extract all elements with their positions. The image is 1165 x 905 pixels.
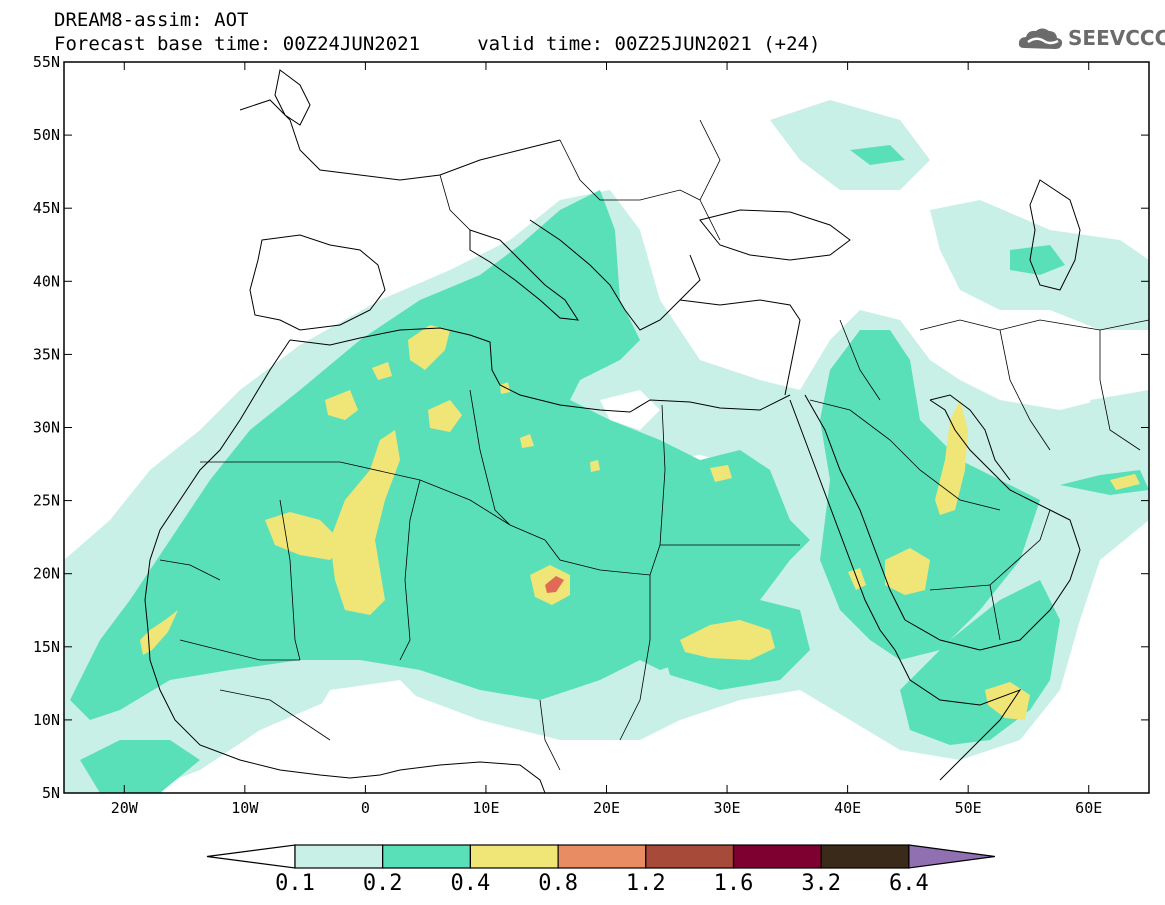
lon-tick-label: 20W (111, 799, 139, 817)
map-title: DREAM8-assim: AOT (54, 9, 249, 31)
lat-tick-label: 25N (33, 492, 60, 510)
lon-tick-label: 30E (714, 799, 741, 817)
colorbar-label: 6.4 (889, 871, 929, 896)
colorbar-underflow (206, 844, 296, 869)
lat-tick-label: 20N (33, 565, 60, 583)
lon-tick-label: 40E (834, 799, 861, 817)
lat-tick-label: 30N (33, 419, 60, 437)
country-borders (159, 119, 1149, 771)
colorbar-label: 0.8 (538, 871, 578, 896)
lat-tick-label: 10N (33, 711, 60, 729)
lon-tick-label: 10E (472, 799, 499, 817)
colorbar-overflow (908, 844, 995, 869)
colorbar: 0.1 0.2 0.4 0.8 1.2 1.6 3.2 6.4 (206, 844, 995, 896)
forecast-time-line: Forecast base time: 00Z24JUN2021 valid t… (54, 33, 821, 55)
lon-tick-label: 10W (231, 799, 259, 817)
colorbar-label: 3.2 (801, 871, 841, 896)
coastlines (144, 69, 1081, 793)
lon-tick-label: 0 (361, 799, 370, 817)
lat-tick-label: 45N (33, 199, 60, 217)
logo-text: SEEVCCC (1068, 26, 1165, 50)
lat-tick-label: 15N (33, 638, 60, 656)
lat-tick-label: 55N (33, 53, 60, 71)
colorbar-label: 0.2 (363, 871, 403, 896)
lon-tick-label: 50E (955, 799, 982, 817)
colorbar-segment (382, 844, 472, 869)
aot-band-peak (545, 576, 564, 593)
aot-band-mid (70, 145, 1149, 793)
colorbar-segment (820, 844, 910, 869)
cloud-icon (1018, 28, 1063, 49)
lat-tick-label: 5N (42, 784, 60, 802)
lat-tick-label: 50N (33, 126, 60, 144)
colorbar-label: 1.2 (626, 871, 666, 896)
colorbar-label: 1.6 (714, 871, 754, 896)
colorbar-segment (732, 844, 822, 869)
lat-tick-label: 35N (33, 345, 60, 363)
colorbar-segment (645, 844, 735, 869)
colorbar-segment (294, 844, 384, 869)
colorbar-segment (469, 844, 559, 869)
colorbar-label: 0.4 (451, 871, 491, 896)
colorbar-segment (557, 844, 647, 869)
lon-tick-label: 60E (1075, 799, 1102, 817)
axis-ticks: 20W 10W 0 10E 20E 30E 40E 50E 60E 5N 10N 15N 20N 25N 3… (33, 53, 1149, 817)
lat-tick-label: 40N (33, 272, 60, 290)
lon-tick-label: 20E (593, 799, 620, 817)
colorbar-label: 0.1 (275, 871, 315, 896)
